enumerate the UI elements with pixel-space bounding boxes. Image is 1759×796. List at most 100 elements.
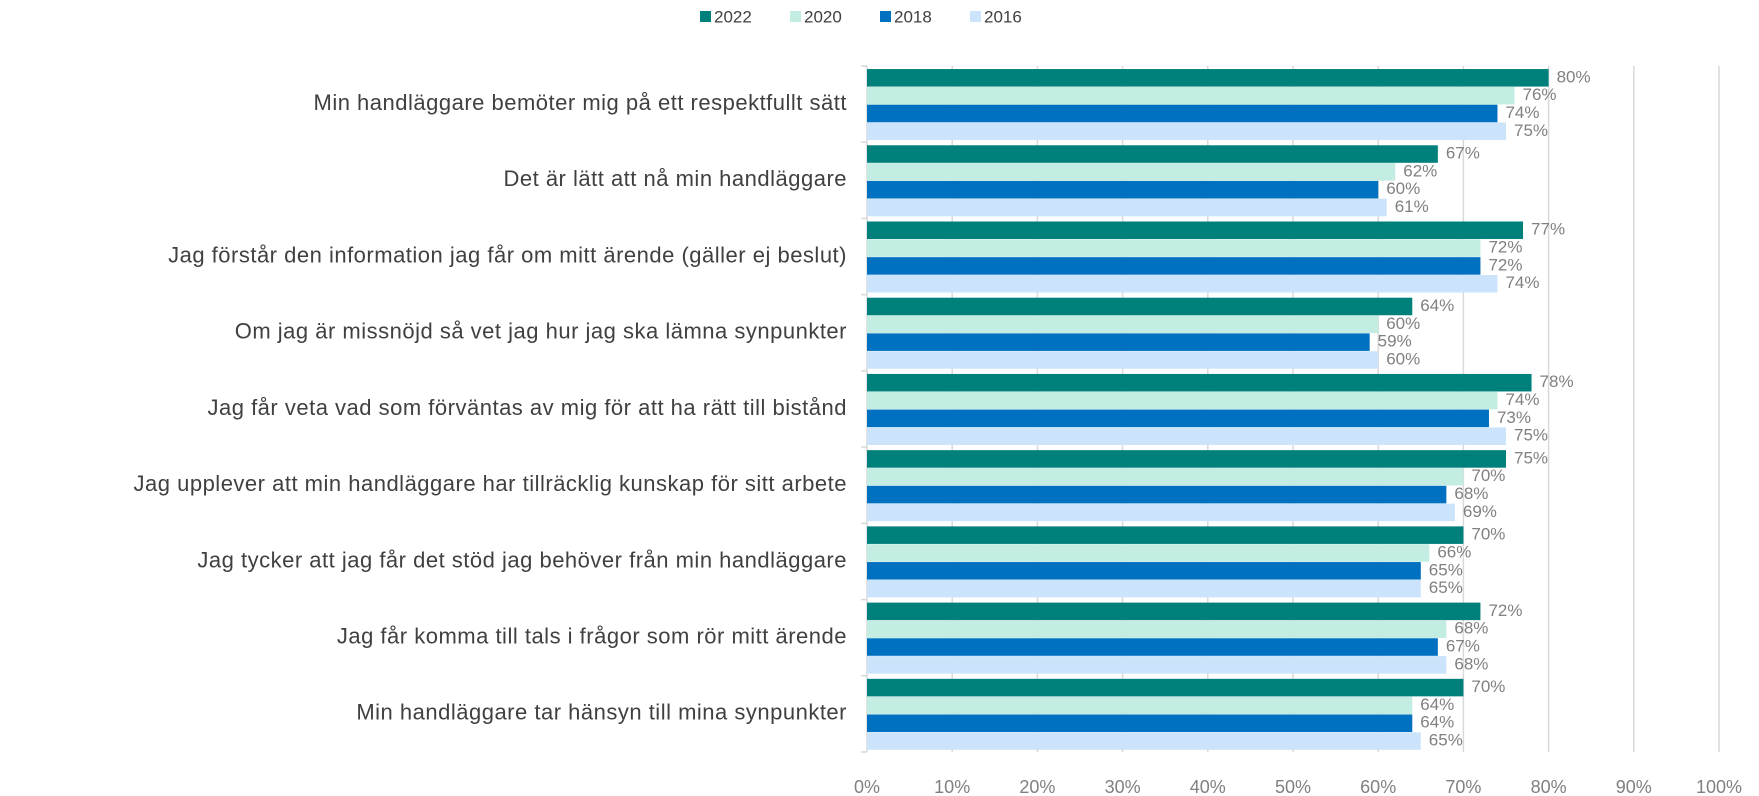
data-label: 66%: [1437, 542, 1471, 561]
bar: [867, 732, 1421, 750]
bar: [867, 122, 1506, 141]
bar: [867, 696, 1413, 715]
bar: [867, 351, 1379, 369]
data-label: 65%: [1429, 731, 1463, 750]
data-label: 78%: [1540, 372, 1574, 391]
data-label: 72%: [1488, 601, 1522, 620]
legend-label: 2018: [894, 7, 932, 26]
bar: [867, 315, 1379, 334]
bar: [867, 579, 1421, 598]
data-label: 74%: [1505, 390, 1539, 409]
bar: [867, 391, 1498, 410]
bar: [867, 163, 1396, 181]
bar: [867, 145, 1438, 163]
data-label: 59%: [1378, 332, 1412, 351]
legend-swatch: [880, 11, 891, 22]
bar: [867, 86, 1515, 105]
data-label: 76%: [1523, 85, 1557, 104]
category-label: Min handläggare bemöter mig på ett respe…: [314, 90, 848, 115]
data-label: 69%: [1463, 502, 1497, 521]
data-label: 74%: [1505, 273, 1539, 292]
category-label: Jag får komma till tals i frågor som rör…: [337, 623, 847, 648]
category-label: Jag tycker att jag får det stöd jag behö…: [197, 547, 847, 572]
category-label: Jag förstår den information jag får om m…: [168, 242, 847, 267]
x-tick-label: 80%: [1531, 777, 1567, 796]
x-tick-label: 50%: [1275, 777, 1311, 796]
data-label: 72%: [1488, 255, 1522, 274]
bar: [867, 562, 1421, 580]
data-label: 67%: [1446, 637, 1480, 656]
category-label: Min handläggare tar hänsyn till mina syn…: [356, 700, 847, 725]
x-tick-label: 20%: [1019, 777, 1055, 796]
category-label: Jag upplever att min handläggare har til…: [134, 471, 847, 496]
x-tick-label: 90%: [1616, 777, 1652, 796]
bar: [867, 274, 1498, 293]
data-label: 65%: [1429, 560, 1463, 579]
legend-swatch: [970, 11, 981, 22]
bar: [867, 333, 1370, 351]
bar: [867, 409, 1489, 428]
x-tick-label: 70%: [1445, 777, 1481, 796]
bar: [867, 239, 1481, 257]
legend-label: 2016: [984, 7, 1022, 26]
bar: [867, 297, 1413, 316]
bar: [867, 450, 1506, 468]
legend-label: 2022: [714, 7, 752, 26]
x-tick-label: 10%: [934, 777, 970, 796]
bar: [867, 104, 1498, 123]
data-label: 75%: [1514, 426, 1548, 445]
x-tick-label: 40%: [1190, 777, 1226, 796]
data-label: 74%: [1505, 103, 1539, 122]
data-label: 65%: [1429, 578, 1463, 597]
data-label: 70%: [1471, 525, 1505, 544]
data-label: 73%: [1497, 408, 1531, 427]
data-label: 80%: [1557, 67, 1591, 86]
bar: [867, 221, 1524, 240]
bar: [867, 544, 1430, 562]
data-label: 60%: [1386, 179, 1420, 198]
category-label: Det är lätt att nå min handläggare: [503, 166, 847, 191]
bar: [867, 467, 1464, 486]
data-label: 61%: [1395, 197, 1429, 216]
data-label: 60%: [1386, 314, 1420, 333]
bar: [867, 198, 1387, 217]
bar: [867, 678, 1464, 697]
x-tick-label: 30%: [1105, 777, 1141, 796]
data-label: 64%: [1420, 713, 1454, 732]
category-label: Jag får veta vad som förväntas av mig fö…: [207, 395, 847, 420]
bar: [867, 526, 1464, 544]
data-label: 77%: [1531, 220, 1565, 239]
x-tick-label: 100%: [1696, 777, 1742, 796]
bar: [867, 503, 1455, 522]
data-label: 64%: [1420, 695, 1454, 714]
bar: [867, 257, 1481, 275]
data-label: 70%: [1471, 466, 1505, 485]
bar: [867, 714, 1413, 733]
bar: [867, 656, 1447, 674]
data-label: 62%: [1403, 161, 1437, 180]
data-label: 75%: [1514, 121, 1548, 140]
legend-swatch: [700, 11, 711, 22]
legend-swatch: [790, 11, 801, 22]
bar: [867, 69, 1549, 87]
data-label: 70%: [1471, 677, 1505, 696]
bar: [867, 180, 1379, 199]
x-tick-label: 0%: [854, 777, 880, 796]
bar: [867, 427, 1506, 445]
bar: [867, 620, 1447, 638]
data-label: 64%: [1420, 296, 1454, 315]
bar: [867, 602, 1481, 621]
bar: [867, 373, 1532, 392]
data-label: 72%: [1488, 238, 1522, 257]
x-tick-label: 60%: [1360, 777, 1396, 796]
bar: [867, 485, 1447, 504]
data-label: 60%: [1386, 349, 1420, 368]
category-label: Om jag är missnöjd så vet jag hur jag sk…: [235, 319, 847, 344]
bar: [867, 638, 1438, 656]
data-label: 68%: [1454, 654, 1488, 673]
data-label: 68%: [1454, 484, 1488, 503]
legend-label: 2020: [804, 7, 842, 26]
data-label: 68%: [1454, 619, 1488, 638]
data-label: 75%: [1514, 448, 1548, 467]
